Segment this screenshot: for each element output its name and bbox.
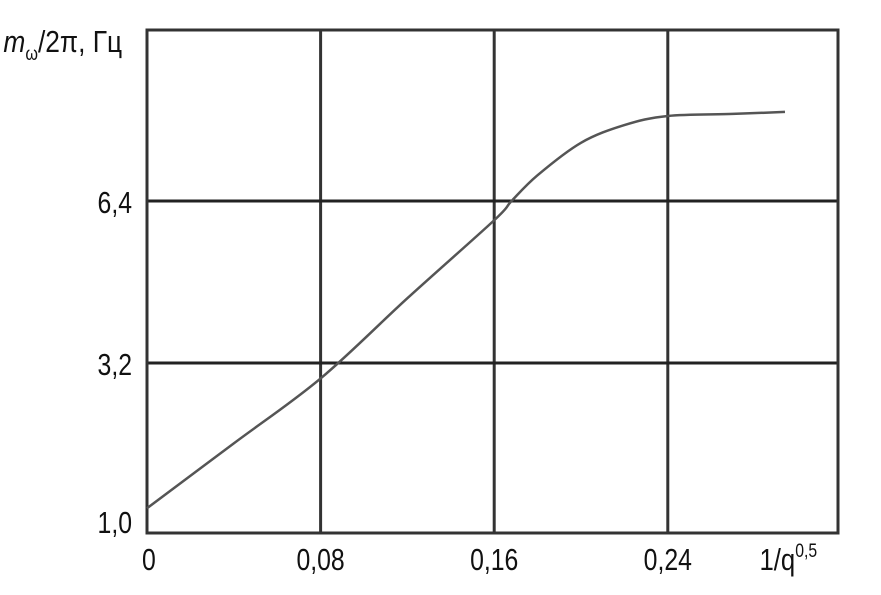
- series-group: [146, 110, 786, 510]
- x-tick-label: 0,16: [470, 542, 518, 576]
- y-tick-label: 6,4: [98, 185, 132, 219]
- y-axis-label-rest: /2π, Гц: [38, 25, 122, 59]
- y-tick-label: 3,2: [98, 347, 132, 381]
- x-tick-labels: 0 0,08 0,16 0,24: [142, 542, 692, 576]
- y-axis-label-sub: ω: [25, 43, 38, 65]
- series-line: [146, 110, 786, 510]
- x-tick-label: 0: [142, 542, 156, 576]
- plot-frame: [145, 28, 840, 535]
- y-tick-label: 1,0: [98, 505, 132, 539]
- y-axis-label-main: m: [3, 25, 25, 59]
- x-axis-label-main: 1/q: [759, 543, 795, 578]
- x-tick-label: 0,24: [644, 542, 692, 576]
- x-tick-label: 0,08: [296, 542, 344, 576]
- x-axis-label-sup: 0,5: [795, 540, 817, 562]
- y-axis-label: mω/2π, Гц: [3, 25, 122, 64]
- x-axis-label: 1/q0,5: [759, 540, 817, 578]
- grid: [147, 30, 838, 533]
- y-tick-labels: 1,0 3,2 6,4: [98, 185, 132, 539]
